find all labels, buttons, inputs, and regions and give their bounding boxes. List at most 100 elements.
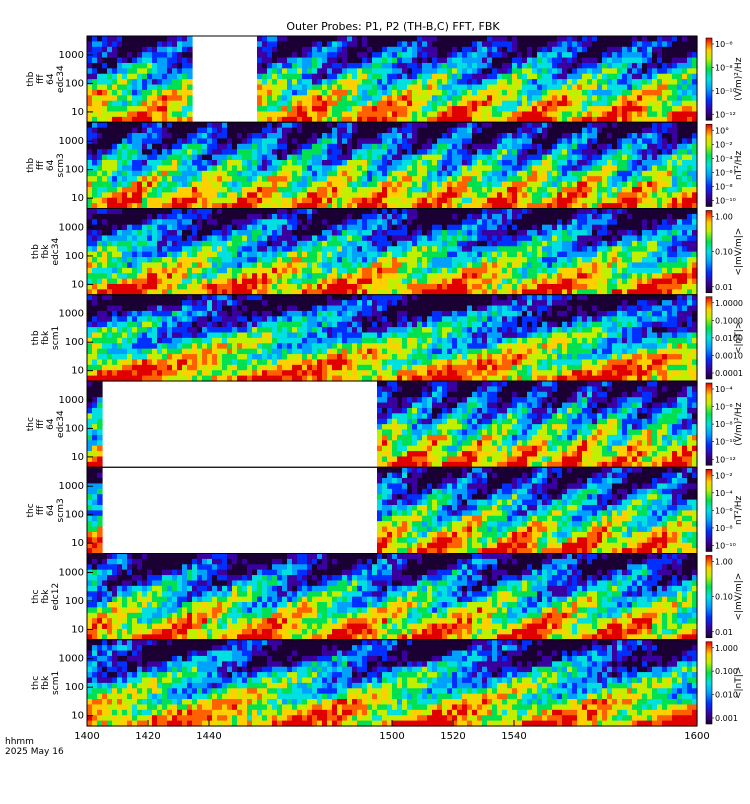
spectrogram-cell	[637, 149, 643, 155]
spectrogram-cell	[172, 68, 178, 74]
spectrogram-cell	[607, 79, 613, 85]
spectrogram-cell	[382, 85, 388, 91]
spectrogram-cell	[262, 128, 268, 134]
spectrogram-cell	[107, 257, 113, 263]
spectrogram-cell	[92, 241, 98, 247]
spectrogram-cell	[247, 138, 253, 144]
spectrogram-cell	[382, 63, 388, 69]
spectrogram-cell	[687, 79, 693, 85]
spectrogram-cell	[677, 138, 683, 144]
spectrogram-cell	[667, 111, 673, 117]
spectrogram-cell	[237, 144, 243, 150]
spectrogram-cell	[662, 198, 668, 204]
spectrogram-cell	[262, 122, 268, 128]
spectrogram-cell	[187, 214, 193, 220]
spectrogram-cell	[377, 79, 383, 85]
spectrogram-cell	[432, 171, 438, 177]
spectrogram-cell	[367, 122, 373, 128]
spectrogram-cell	[597, 138, 603, 144]
spectrogram-cell	[277, 214, 283, 220]
spectrogram-cell	[92, 90, 98, 96]
spectrogram-cell	[137, 128, 143, 134]
spectrogram-cell	[282, 149, 288, 155]
spectrogram-cell	[557, 160, 563, 166]
spectrogram-cell	[402, 198, 408, 204]
spectrogram-cell	[322, 79, 328, 85]
spectrogram-cell	[297, 171, 303, 177]
spectrogram-cell	[152, 149, 158, 155]
spectrogram-cell	[417, 252, 423, 258]
spectrogram-cell	[222, 192, 228, 198]
spectrogram-cell	[122, 192, 128, 198]
spectrogram-cell	[557, 176, 563, 182]
spectrogram-cell	[292, 144, 298, 150]
spectrogram-cell	[602, 79, 608, 85]
spectrogram-cell	[482, 165, 488, 171]
spectrogram-cell	[462, 85, 468, 91]
spectrogram-cell	[342, 214, 348, 220]
spectrogram-cell	[567, 90, 573, 96]
spectrogram-cell	[662, 111, 668, 117]
spectrogram-cell	[437, 176, 443, 182]
spectrogram-cell	[237, 192, 243, 198]
spectrogram-cell	[282, 79, 288, 85]
spectrogram-cell	[242, 279, 248, 285]
spectrogram-cell	[117, 284, 123, 290]
spectrogram-cell	[217, 192, 223, 198]
spectrogram-cell	[462, 219, 468, 225]
spectrogram-cell	[222, 138, 228, 144]
spectrogram-cell	[447, 155, 453, 161]
spectrogram-cell	[257, 101, 263, 107]
spectrogram-cell	[147, 187, 153, 193]
spectrogram-cell	[177, 58, 183, 64]
spectrogram-cell	[597, 47, 603, 53]
spectrogram-cell	[352, 284, 358, 290]
spectrogram-cell	[552, 192, 558, 198]
spectrogram-cell	[407, 165, 413, 171]
spectrogram-cell	[207, 284, 213, 290]
spectrogram-cell	[527, 36, 533, 42]
spectrogram-cell	[387, 63, 393, 69]
spectrogram-cell	[122, 68, 128, 74]
spectrogram-cell	[422, 79, 428, 85]
colorbar-tick-label: 10⁻²	[715, 140, 733, 149]
spectrogram-cell	[247, 133, 253, 139]
spectrogram-cell	[427, 74, 433, 80]
spectrogram-cell	[387, 90, 393, 96]
spectrogram-cell	[217, 209, 223, 215]
spectrogram-cell	[367, 230, 373, 236]
spectrogram-cell	[307, 209, 313, 215]
spectrogram-cell	[242, 284, 248, 290]
spectrogram-cell	[572, 133, 578, 139]
spectrogram-cell	[602, 36, 608, 42]
spectrogram-cell	[227, 219, 233, 225]
spectrogram-cell	[267, 284, 273, 290]
spectrogram-cell	[412, 138, 418, 144]
spectrogram-cell	[122, 90, 128, 96]
spectrogram-cell	[472, 279, 478, 285]
spectrogram-cell	[522, 144, 528, 150]
spectrogram-cell	[172, 85, 178, 91]
spectrogram-cell	[387, 192, 393, 198]
spectrogram-cell	[162, 106, 168, 112]
spectrogram-cell	[452, 52, 458, 58]
spectrogram-cell	[157, 235, 163, 241]
spectrogram-cell	[687, 176, 693, 182]
spectrogram-cell	[152, 144, 158, 150]
spectrogram-cell	[157, 268, 163, 274]
spectrogram-cell	[297, 225, 303, 231]
spectrogram-cell	[247, 182, 253, 188]
spectrogram-cell	[87, 187, 93, 193]
spectrogram-cell	[417, 58, 423, 64]
spectrogram-cell	[387, 246, 393, 252]
spectrogram-cell	[442, 171, 448, 177]
spectrogram-cell	[287, 171, 293, 177]
spectrogram-cell	[512, 155, 518, 161]
spectrogram-cell	[572, 176, 578, 182]
spectrogram-cell	[102, 149, 108, 155]
spectrogram-cell	[592, 128, 598, 134]
spectrogram-cell	[347, 262, 353, 268]
spectrogram-cell	[352, 111, 358, 117]
spectrogram-cell	[472, 41, 478, 47]
spectrogram-cell	[562, 47, 568, 53]
